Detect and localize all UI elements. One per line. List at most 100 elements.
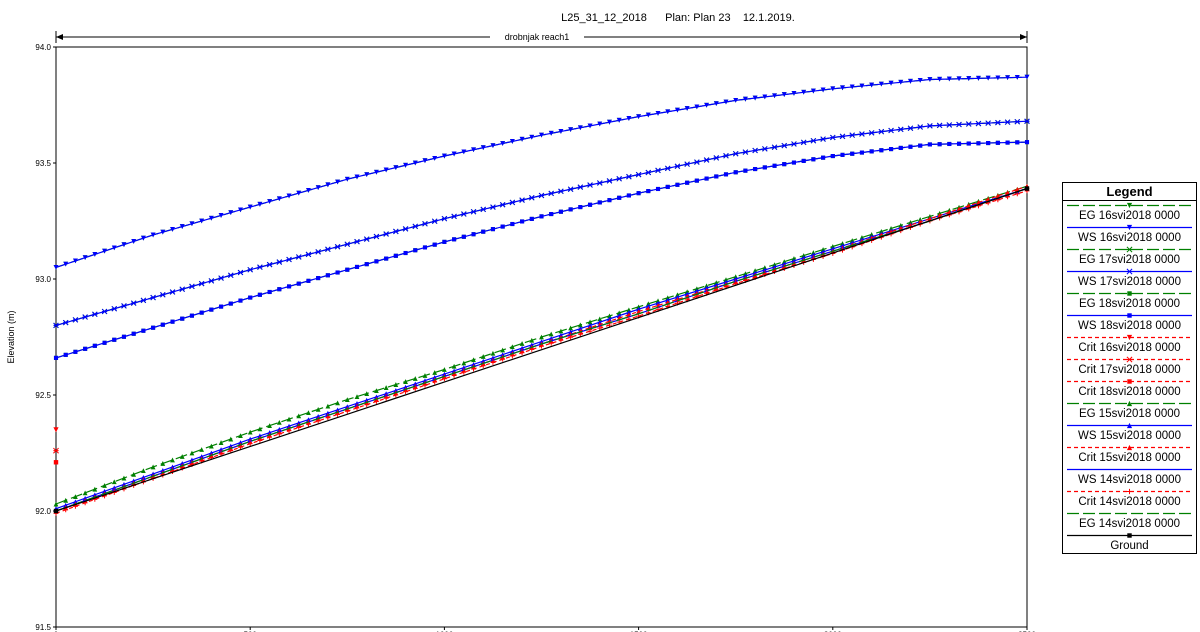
data-point	[694, 178, 699, 183]
data-point	[461, 211, 467, 217]
data-point	[607, 119, 612, 125]
data-point	[364, 262, 369, 267]
data-point	[743, 168, 748, 173]
data-point	[713, 155, 720, 161]
data-point	[373, 233, 380, 240]
data-point	[597, 180, 603, 186]
data-point	[859, 83, 865, 89]
legend-label: Crit 18svi2018 0000	[1078, 386, 1181, 398]
data-point	[607, 198, 612, 203]
data-point	[247, 204, 253, 210]
data-point	[422, 382, 428, 388]
data-point	[558, 328, 564, 334]
data-point	[675, 107, 680, 113]
data-point	[704, 176, 709, 181]
data-point	[927, 142, 932, 147]
data-point	[150, 464, 156, 470]
data-point	[228, 301, 233, 306]
legend-label: WS 14svi2018 0000	[1078, 474, 1181, 486]
data-point	[558, 337, 564, 343]
data-point	[936, 122, 943, 129]
data-point	[1014, 187, 1020, 192]
data-point	[228, 210, 234, 216]
data-point	[208, 443, 214, 449]
data-point	[1015, 140, 1020, 145]
data-point	[878, 81, 884, 87]
data-point	[228, 272, 234, 279]
data-point	[169, 289, 176, 295]
data-point	[500, 224, 505, 229]
data-point	[1126, 202, 1133, 209]
legend-entry: EG 15svi2018 0000	[1063, 399, 1196, 421]
data-point	[995, 193, 1001, 199]
data-point	[160, 229, 166, 235]
data-point	[771, 144, 778, 150]
data-point	[151, 325, 156, 330]
data-point	[626, 173, 632, 180]
data-point	[626, 193, 631, 198]
data-point	[791, 91, 797, 96]
data-point	[189, 313, 194, 318]
data-point	[102, 340, 107, 345]
legend-entry: EG 18svi2018 0000	[1063, 289, 1196, 311]
series-13	[53, 188, 1030, 516]
data-point	[1126, 444, 1133, 451]
y-tick-label: 91.5	[35, 623, 51, 632]
data-point	[762, 146, 768, 152]
data-point	[92, 311, 98, 318]
data-point	[53, 355, 59, 360]
data-point	[432, 242, 437, 247]
legend-entry: EG 16svi2018 0000	[1063, 201, 1196, 223]
legend-entry: EG 14svi2018 0000	[1063, 509, 1196, 531]
data-point	[616, 117, 622, 123]
data-point	[403, 379, 408, 384]
data-point	[92, 486, 98, 492]
data-point	[442, 376, 447, 382]
data-point	[325, 182, 331, 188]
data-point	[490, 360, 496, 365]
legend-entry: EG 17svi2018 0000	[1063, 245, 1196, 267]
x-tick-label: 2000	[824, 631, 842, 632]
data-point	[509, 353, 515, 359]
data-point	[509, 199, 516, 206]
data-point	[471, 366, 476, 372]
data-point	[587, 182, 593, 188]
data-point	[918, 143, 923, 148]
data-point	[481, 229, 486, 234]
data-point	[548, 190, 554, 197]
data-point	[393, 382, 399, 387]
data-point	[617, 195, 622, 200]
data-point	[811, 157, 816, 162]
data-point	[461, 360, 467, 366]
data-point	[316, 276, 321, 281]
data-point	[587, 123, 593, 129]
data-point	[830, 154, 835, 159]
data-point	[568, 127, 574, 132]
data-point	[956, 76, 962, 82]
data-point	[53, 322, 59, 329]
series-14	[55, 187, 1028, 512]
x-tick-label: 500	[244, 631, 258, 632]
data-point	[199, 310, 204, 315]
data-point	[335, 270, 340, 275]
data-point	[742, 149, 749, 155]
data-point	[529, 134, 535, 140]
y-tick-label: 92.0	[35, 507, 51, 516]
legend-entry: Crit 15svi2018 0000	[1063, 443, 1196, 465]
data-point	[393, 392, 399, 398]
data-point	[539, 334, 544, 340]
data-point	[800, 139, 807, 146]
data-point	[646, 189, 651, 194]
data-point	[616, 176, 622, 182]
data-point	[441, 215, 448, 222]
data-point	[975, 120, 982, 127]
legend-swatch	[1067, 268, 1192, 275]
data-point	[82, 490, 88, 496]
legend-label: Crit 14svi2018 0000	[1078, 496, 1181, 508]
data-point	[732, 150, 739, 157]
data-point	[985, 120, 991, 126]
data-point	[791, 141, 797, 147]
data-point	[849, 132, 855, 138]
data-point	[257, 292, 262, 297]
data-point	[131, 471, 137, 477]
